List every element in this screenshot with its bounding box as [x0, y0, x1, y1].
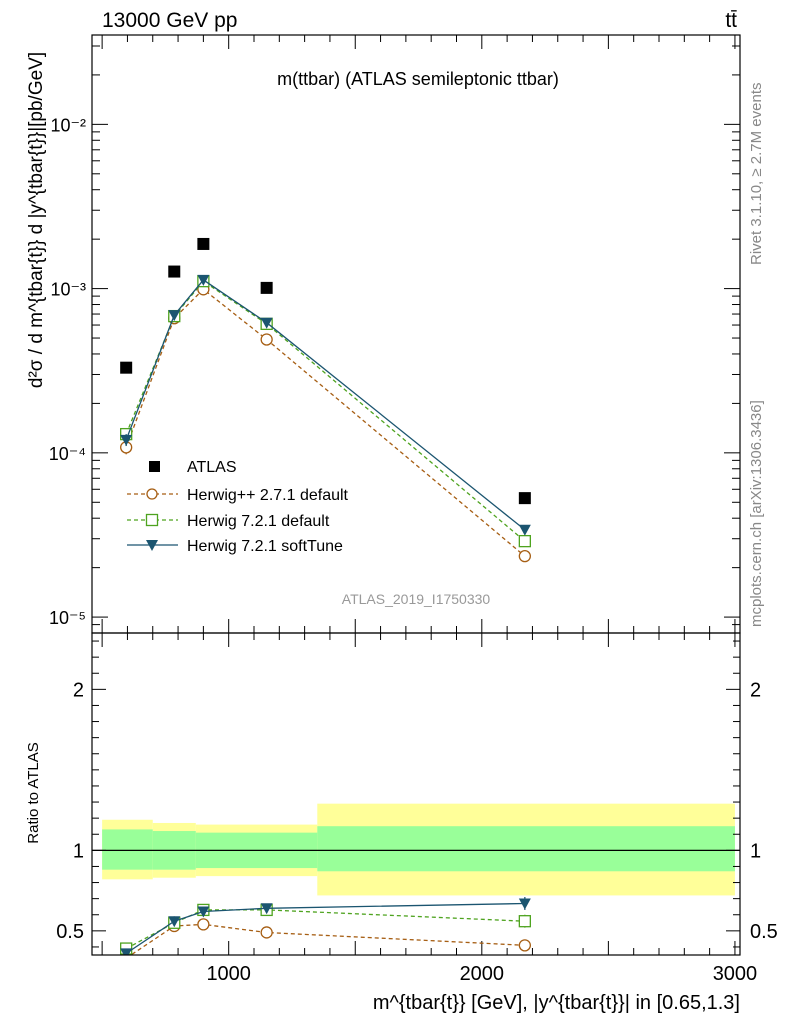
point-softtune	[197, 274, 210, 286]
point-atlas	[197, 237, 210, 250]
ratio-y-tick-label: 1	[73, 840, 84, 862]
ratio-y-tick-label: 2	[73, 679, 84, 701]
point-softtune	[168, 310, 181, 322]
legend-entry-herwigpp: Herwig++ 2.7.1 default	[127, 487, 349, 504]
rivet-note: Rivet 3.1.10, ≥ 2.7M events	[748, 83, 765, 266]
ratio-series-group	[92, 803, 740, 955]
point-atlas	[518, 492, 531, 505]
point-softtune	[197, 906, 210, 918]
main-panel: 10⁻⁵ 10⁻⁴ 10⁻³ 10⁻²	[49, 35, 740, 634]
point-softtune	[120, 434, 133, 446]
main-title: m(ttbar) (ATLAS semileptonic ttbar)	[277, 69, 559, 89]
point-atlas	[168, 265, 181, 278]
point-softtune	[518, 524, 531, 536]
y-tick-label: 10⁻⁵	[49, 608, 86, 628]
uncertainty-band-inner	[102, 829, 153, 870]
point-herwigpp	[260, 926, 273, 939]
point-softtune	[260, 903, 273, 915]
legend-marker-herwigpp	[146, 488, 158, 500]
uncertainty-band-inner	[317, 826, 735, 872]
point-herwigpp	[197, 918, 210, 931]
series-line-softtune-ratio	[125, 902, 525, 954]
legend-label-herwig721: Herwig 7.2.1 default	[187, 513, 330, 530]
y-axis-label-main: d²σ / d m^{tbar{t}} d |y^{tbar{t}}|[pb/G…	[26, 52, 47, 388]
legend-marker-atlas	[149, 461, 160, 472]
header-right: tt̄	[725, 9, 737, 32]
point-softtune	[120, 948, 133, 955]
point-atlas	[120, 361, 133, 374]
legend-marker-softtune	[146, 540, 158, 551]
point-atlas	[260, 281, 273, 294]
point-softtune	[518, 898, 531, 910]
y-tick-label: 10⁻²	[50, 115, 86, 135]
ratio-y-tick-label-right: 2	[750, 679, 761, 701]
legend: ATLAS Herwig++ 2.7.1 default Herwig 7.2.…	[127, 459, 349, 555]
ratio-y-tick-label: 0.5	[56, 921, 84, 943]
legend-label-herwigpp: Herwig++ 2.7.1 default	[187, 487, 349, 504]
header-left: 13000 GeV pp	[102, 9, 237, 32]
watermark: ATLAS_2019_I1750330	[342, 591, 491, 607]
ratio-frame	[91, 632, 741, 956]
point-herwigpp	[518, 939, 531, 952]
x-axis-label: m^{tbar{t}} [GeV], |y^{tbar{t}}| in [0.6…	[373, 992, 740, 1014]
ratio-panel: 1000 2000 3000 0.5 0.5 1 1 2 2	[56, 633, 778, 985]
legend-entry-herwig721: Herwig 7.2.1 default	[127, 513, 330, 530]
legend-entry-atlas: ATLAS	[149, 459, 237, 476]
point-herwigpp	[260, 333, 273, 346]
legend-marker-herwig721	[145, 513, 159, 527]
main-series-group	[120, 237, 531, 563]
point-softtune	[260, 317, 273, 329]
mcplots-note: mcplots.cern.ch [arXiv:1306.3436]	[748, 400, 765, 627]
y-axis-label-ratio: Ratio to ATLAS	[25, 742, 42, 843]
point-softtune	[168, 916, 181, 928]
x-tick-label: 3000	[713, 963, 758, 985]
legend-entry-softtune: Herwig 7.2.1 softTune	[127, 538, 343, 555]
point-herwigpp	[518, 549, 531, 563]
point-herwig721	[518, 915, 531, 928]
legend-label-atlas: ATLAS	[187, 459, 237, 476]
y-tick-label: 10⁻⁴	[49, 444, 86, 464]
x-tick-label: 2000	[460, 963, 505, 985]
series-line-herwigpp-ratio	[129, 923, 525, 955]
legend-label-softtune: Herwig 7.2.1 softTune	[187, 538, 343, 555]
ratio-y-tick-label-right: 1	[750, 840, 761, 862]
point-herwig721	[518, 534, 531, 548]
ratio-y-tick-label-right: 0.5	[750, 921, 778, 943]
series-line-herwig721-ratio	[125, 909, 525, 950]
y-tick-label: 10⁻³	[50, 280, 86, 300]
x-tick-label: 1000	[206, 963, 251, 985]
